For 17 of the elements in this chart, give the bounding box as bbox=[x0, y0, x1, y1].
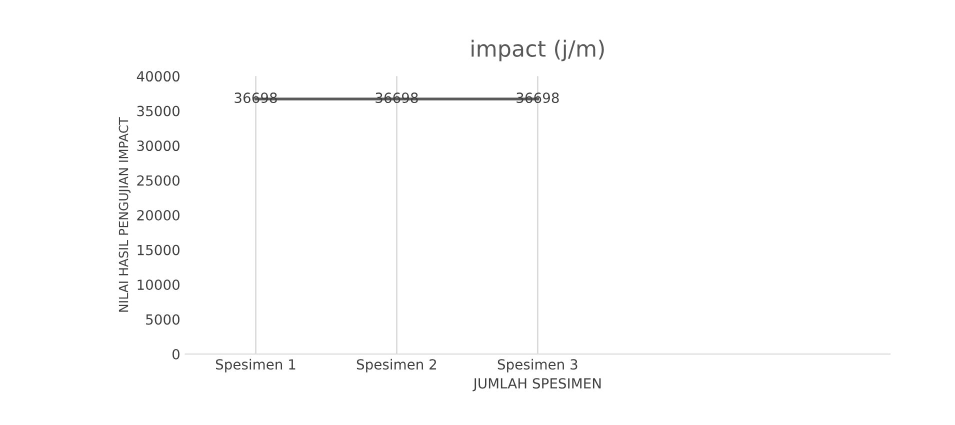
x-tick-label: Spesimen 1 bbox=[216, 358, 296, 372]
y-tick-label: 40000 bbox=[136, 71, 180, 82]
x-axis-title: JUMLAH SPESIMEN bbox=[472, 378, 601, 392]
chart-title: impact (j/m) bbox=[472, 40, 604, 62]
y-tick-label: 0 bbox=[172, 348, 180, 360]
y-tick-label: 20000 bbox=[137, 210, 180, 221]
data-label: 36698 bbox=[234, 92, 277, 104]
x-tick-label: Spesimen 2 bbox=[356, 358, 436, 372]
y-tick-label: 10000 bbox=[138, 280, 180, 290]
y-tick-label: 30000 bbox=[137, 140, 180, 152]
y-tick-label: 35000 bbox=[137, 106, 180, 116]
data-label: 36698 bbox=[516, 92, 559, 104]
y-tick-label: 15000 bbox=[138, 244, 180, 256]
y-tick-label: 25000 bbox=[137, 175, 180, 186]
x-tick-label: Spesimen 3 bbox=[498, 358, 578, 372]
y-axis-title: NILAI HASIL PENGUJIAN IMPACT bbox=[118, 117, 131, 312]
y-tick-label: 5000 bbox=[146, 314, 180, 325]
